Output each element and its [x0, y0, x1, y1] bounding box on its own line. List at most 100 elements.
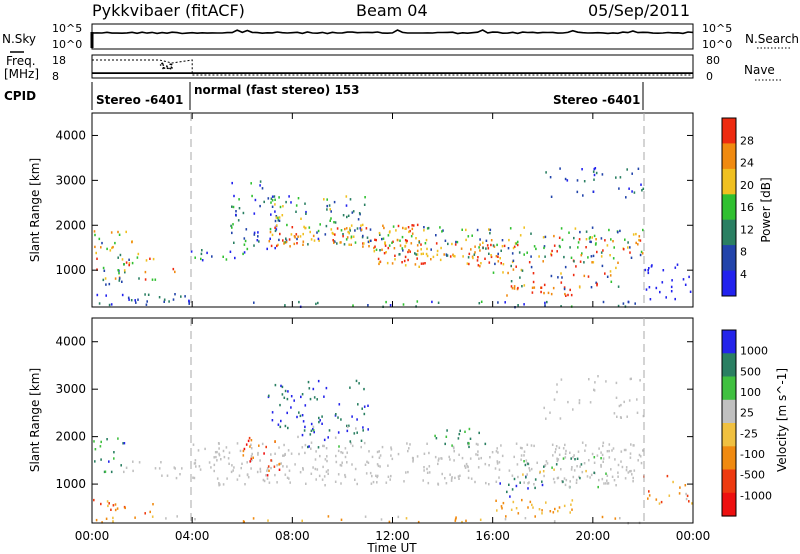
velocity-cell	[498, 468, 501, 471]
velocity-cell	[257, 453, 259, 456]
power-cell	[467, 256, 470, 259]
power-cell	[519, 234, 522, 237]
colorbar-tick: 1000	[740, 345, 768, 358]
power-cell	[201, 259, 204, 262]
power-cell	[582, 194, 584, 197]
power-cell	[618, 187, 620, 190]
power-cell	[293, 235, 296, 238]
power-cell	[145, 259, 148, 262]
power-cell	[378, 262, 380, 266]
power-cell	[550, 195, 553, 198]
velocity-cell	[243, 447, 246, 451]
velocity-cell	[544, 463, 547, 467]
power-cell	[456, 240, 459, 244]
power-cell	[513, 287, 516, 290]
power-cell	[609, 254, 611, 257]
velocity-cell	[192, 476, 194, 479]
power-cell	[551, 249, 553, 253]
power-cell	[96, 268, 98, 271]
power-cell	[560, 272, 562, 275]
velocity-cell	[491, 451, 494, 454]
power-cell	[163, 298, 166, 301]
velocity-cell	[589, 476, 591, 479]
power-cell	[594, 243, 597, 246]
power-cell	[499, 257, 501, 260]
velocity-cell	[513, 455, 515, 459]
power-cell	[298, 300, 300, 304]
power-cell	[121, 293, 124, 297]
velocity-cell	[444, 442, 446, 446]
velocity-cell	[324, 458, 327, 461]
velocity-cell	[515, 507, 518, 510]
velocity-cell	[555, 448, 557, 451]
velocity-cell	[441, 457, 443, 460]
velocity-cell	[310, 447, 312, 450]
power-cell	[608, 228, 610, 232]
velocity-cell	[287, 390, 289, 393]
power-cell	[406, 239, 408, 243]
power-cell	[405, 241, 408, 244]
velocity-cell	[605, 482, 607, 485]
velocity-cell	[302, 468, 304, 471]
velocity-cell	[263, 479, 266, 483]
velocity-cell	[301, 446, 304, 449]
velocity-cell	[93, 440, 95, 443]
velocity-cell	[390, 454, 392, 457]
velocity-cell	[630, 469, 632, 473]
power-cell	[360, 224, 362, 227]
velocity-cell	[558, 453, 561, 456]
power-cell	[648, 267, 650, 270]
velocity-cell	[475, 453, 477, 456]
velocity-cell	[225, 446, 228, 449]
ytick-label: 3000	[55, 173, 86, 187]
velocity-cell	[467, 476, 470, 480]
power-cell	[480, 300, 483, 303]
velocity-cell	[426, 471, 429, 474]
velocity-cell	[233, 466, 235, 469]
power-cell	[348, 232, 350, 235]
velocity-cell	[351, 415, 353, 418]
freq-point	[166, 67, 169, 70]
velocity-cell	[312, 387, 315, 391]
power-cell	[350, 235, 353, 238]
velocity-cell	[474, 480, 476, 484]
power-cell	[560, 227, 563, 230]
velocity-cell	[193, 476, 196, 480]
power-cell	[231, 226, 233, 229]
power-cell	[259, 184, 261, 187]
power-cell	[590, 240, 592, 244]
velocity-cell	[527, 462, 529, 466]
power-cell	[619, 176, 622, 179]
power-cell	[526, 251, 528, 254]
velocity-cell	[533, 444, 535, 448]
velocity-cell	[660, 500, 663, 504]
power-cell	[168, 300, 170, 303]
nave-label: Nave	[744, 63, 775, 77]
velocity-cell	[354, 478, 356, 481]
velocity-cell	[259, 467, 262, 471]
power-cell	[634, 302, 636, 305]
velocity-cell	[552, 454, 554, 457]
power-cell	[108, 282, 111, 286]
velocity-cell	[337, 473, 340, 476]
power-cell	[558, 236, 561, 239]
velocity-cell	[334, 436, 337, 439]
velocity-cell	[602, 457, 605, 460]
velocity-cell	[176, 515, 178, 518]
power-cell	[253, 212, 256, 215]
power-cell	[579, 286, 581, 289]
power-cell	[418, 241, 421, 244]
velocity-cell	[438, 457, 440, 460]
velocity-cell	[461, 520, 463, 524]
velocity-cell	[427, 481, 430, 485]
velocity-cell	[388, 520, 391, 524]
power-cell	[602, 300, 605, 304]
power-cell	[627, 241, 629, 244]
power-cell	[374, 238, 376, 241]
velocity-cell	[334, 480, 337, 483]
power-cell	[297, 235, 299, 238]
velocity-cell	[527, 487, 529, 490]
velocity-cell	[455, 516, 457, 519]
velocity-cell	[485, 481, 487, 485]
power-cell	[370, 239, 372, 242]
